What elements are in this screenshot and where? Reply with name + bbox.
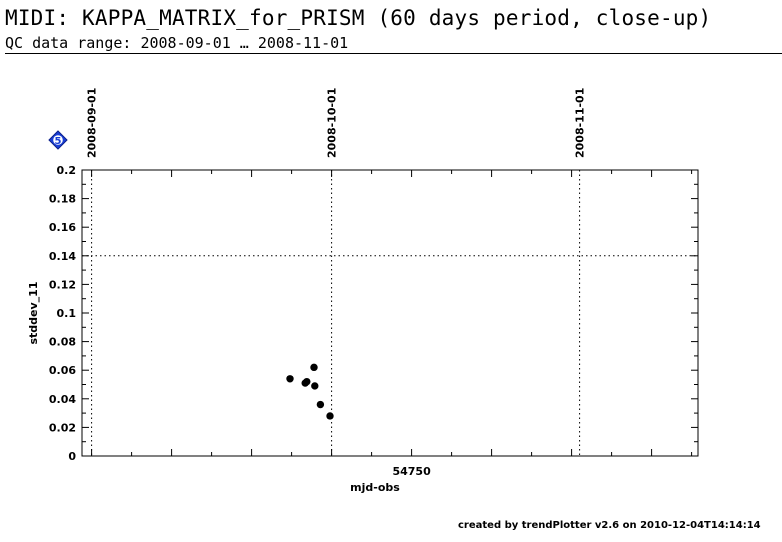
- x-axis-label: mjd-obs: [350, 481, 400, 494]
- x-tick-label: 54750: [392, 465, 431, 478]
- date-marker-label: 2008-10-01: [326, 88, 339, 158]
- credit-text: created by trendPlotter v2.6 on 2010-12-…: [458, 520, 761, 531]
- data-point: [326, 412, 334, 420]
- date-marker-label: 2008-09-01: [86, 88, 99, 158]
- y-tick-label: 0.18: [49, 193, 76, 206]
- date-marker-label: 2008-11-01: [574, 88, 587, 158]
- y-tick-label: 0.06: [49, 364, 76, 377]
- y-axis-label: stddev_11: [27, 282, 40, 345]
- y-tick-label: 0.14: [49, 250, 76, 263]
- y-tick-label: 0.16: [49, 221, 76, 234]
- badge-inner: [53, 135, 63, 145]
- data-point: [286, 375, 294, 383]
- data-point: [311, 382, 319, 390]
- y-tick-label: 0.08: [49, 336, 76, 349]
- y-tick-label: 0.04: [49, 393, 76, 406]
- chart-title: MIDI: KAPPA_MATRIX_for_PRISM (60 days pe…: [5, 6, 712, 30]
- header-divider: [5, 53, 782, 54]
- plot-frame: [81, 169, 699, 457]
- data-point: [303, 377, 311, 386]
- data-point: [316, 400, 325, 409]
- y-tick-label: 0: [68, 450, 76, 463]
- data-point: [310, 363, 318, 372]
- chart-subtitle: QC data range: 2008-09-01 … 2008-11-01: [5, 34, 349, 52]
- y-tick-label: 0.1: [57, 307, 77, 320]
- y-tick-label: 0.2: [57, 164, 77, 177]
- badge-number: 5: [55, 136, 62, 147]
- y-tick-label: 0.12: [49, 278, 76, 291]
- y-tick-label: 0.02: [49, 421, 76, 434]
